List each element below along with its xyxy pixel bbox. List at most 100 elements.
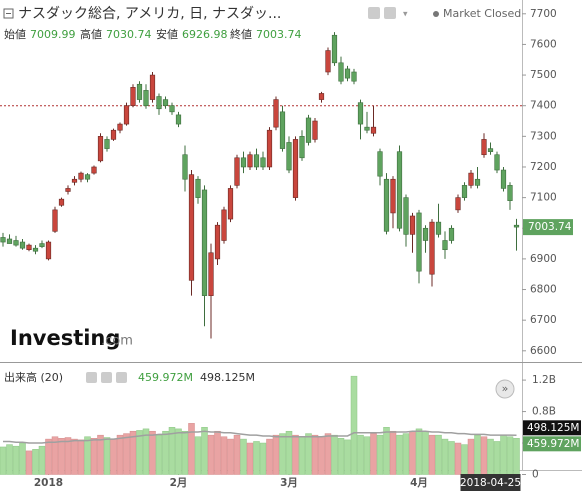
volume-bar	[84, 436, 91, 475]
dropdown-icon[interactable]: ▾	[403, 10, 408, 20]
candle-body	[279, 111, 286, 149]
volume-bar	[402, 433, 410, 475]
volume-bar	[337, 438, 345, 475]
settings-icon[interactable]	[101, 372, 112, 383]
candle-body	[221, 209, 227, 241]
volume-bar	[246, 442, 254, 475]
volume-bar	[279, 433, 286, 475]
volume-bar	[376, 434, 384, 475]
last-price-label: 7003.74	[528, 221, 572, 233]
volume-bar	[51, 436, 59, 475]
candle-body	[182, 154, 188, 180]
candle-body	[487, 148, 494, 152]
last-price-box	[523, 219, 573, 236]
volume-bar	[194, 436, 202, 475]
candle-body	[201, 189, 208, 296]
candle-body	[19, 241, 26, 249]
candle-body	[65, 188, 71, 192]
cursor-date-box	[460, 474, 521, 491]
y-tick-label: 6700	[530, 314, 557, 326]
candle-body	[97, 136, 104, 162]
volume-bar	[129, 430, 137, 475]
candle-body	[78, 172, 84, 180]
volume-bar	[500, 434, 507, 475]
volume-bar	[233, 434, 241, 475]
volume-bar	[344, 439, 351, 475]
y-tick-label: 7200	[530, 161, 557, 173]
settings-icon[interactable]	[384, 7, 396, 19]
volume-bar	[142, 428, 150, 475]
candle-body	[481, 139, 487, 156]
volume-bar	[155, 434, 163, 475]
volume-bar	[396, 434, 403, 475]
volume-bar	[513, 438, 520, 475]
candle-body	[130, 87, 136, 107]
volume-bar	[240, 438, 247, 475]
y-tick-label: 7700	[530, 8, 557, 20]
volume-bar	[103, 437, 111, 475]
candle-body	[370, 126, 377, 134]
volume-bar	[409, 430, 416, 475]
candle-body	[253, 154, 260, 168]
candle-body	[390, 178, 396, 214]
volume-bar	[116, 434, 124, 475]
candle-body	[364, 126, 370, 131]
candle-body	[305, 117, 312, 143]
volume-bar	[201, 427, 208, 475]
volume-bar	[506, 436, 514, 475]
volume-bar	[162, 430, 169, 475]
eye-icon[interactable]	[86, 372, 97, 383]
volume-bar	[77, 439, 85, 475]
candle-body	[331, 34, 338, 64]
eye-icon[interactable]	[368, 7, 380, 19]
ohlc-value: 7030.74	[106, 28, 152, 41]
candle-body	[58, 198, 65, 206]
volume-bar	[259, 442, 267, 475]
candle-body	[455, 197, 461, 211]
volume-bar	[370, 433, 377, 475]
volume-bar	[357, 434, 364, 475]
volume-tick-label: 0.8B	[532, 406, 556, 418]
candle-body	[214, 224, 221, 260]
candle-body	[461, 185, 468, 198]
scroll-button[interactable]	[495, 379, 515, 399]
y-tick-label: 7100	[530, 192, 557, 204]
candle-body	[338, 62, 344, 82]
candle-body	[513, 224, 520, 228]
volume-bar	[441, 438, 449, 475]
volume-bar	[123, 433, 130, 475]
volume-tick-label: 1.2B	[532, 374, 556, 386]
candle-body	[123, 105, 130, 125]
volume-bar	[285, 430, 293, 475]
ohlc-label: 安値	[156, 27, 178, 41]
volume-bar	[487, 438, 494, 475]
ohlc-value: 7009.99	[30, 28, 76, 41]
y-tick-label: 6600	[530, 345, 557, 357]
candle-body	[468, 172, 474, 186]
volume-bar	[58, 438, 65, 475]
candle-body	[208, 252, 214, 296]
volume-bar	[97, 434, 104, 475]
volume-bar	[253, 441, 260, 475]
collapse-icon[interactable]	[3, 8, 14, 19]
y-tick-label: 7500	[530, 69, 557, 81]
candle-body	[110, 129, 117, 140]
x-tick-label: 2月	[170, 477, 188, 489]
volume-last-box	[523, 436, 581, 452]
volume-bar	[64, 437, 72, 475]
volume-bar	[467, 438, 475, 475]
candle-body	[416, 212, 422, 272]
candle-body	[448, 227, 455, 241]
volume-bar	[298, 436, 306, 475]
candle-body	[39, 243, 45, 247]
y-tick-label: 7400	[530, 100, 557, 112]
volume-bar	[454, 442, 462, 475]
volume-bar	[389, 430, 397, 475]
volume-bar	[19, 442, 26, 475]
ohlc-value: 7003.74	[256, 28, 302, 41]
candle-body	[104, 139, 110, 149]
candle-body	[188, 174, 195, 281]
close-icon[interactable]	[116, 372, 127, 383]
candle-body	[318, 93, 325, 100]
candle-body	[474, 178, 481, 186]
